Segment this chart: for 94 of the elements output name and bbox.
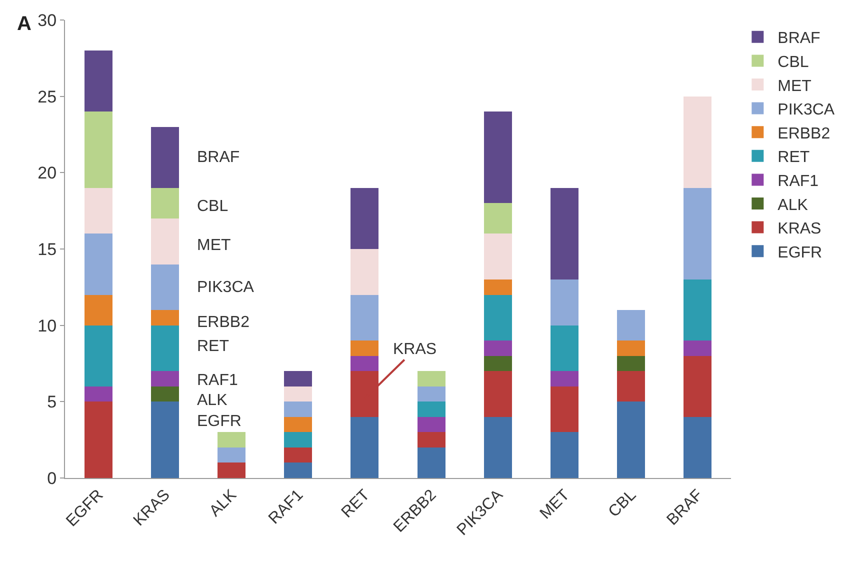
bar xyxy=(350,416,379,478)
bar xyxy=(150,264,179,310)
annotation: KRAS xyxy=(393,341,437,358)
bar xyxy=(84,325,112,386)
bar xyxy=(284,447,312,463)
y-tick-label: 5 xyxy=(47,392,57,412)
bar xyxy=(617,402,646,478)
bar xyxy=(617,356,646,372)
bar xyxy=(684,280,712,341)
y-tick-label: 10 xyxy=(38,316,57,336)
bar xyxy=(150,310,179,326)
bar xyxy=(84,402,112,478)
bar xyxy=(484,112,512,204)
annotation: CBL xyxy=(197,198,228,215)
legend-label: ERBB2 xyxy=(778,125,830,142)
bar xyxy=(484,371,512,417)
bar xyxy=(484,356,512,372)
bar xyxy=(218,447,246,463)
bar xyxy=(550,325,578,372)
bar xyxy=(84,50,112,112)
bar xyxy=(484,416,512,478)
bar xyxy=(284,386,312,402)
bar xyxy=(218,462,246,478)
bar xyxy=(684,96,712,188)
annotation: RAF1 xyxy=(197,372,238,389)
annotation: MET xyxy=(197,237,231,254)
bar xyxy=(150,386,179,402)
y-tick-label: 30 xyxy=(38,10,57,30)
bar xyxy=(684,188,712,280)
y-tick-label: 0 xyxy=(47,468,57,488)
bar xyxy=(484,294,512,341)
bar xyxy=(350,340,379,356)
y-tick-label: 15 xyxy=(38,240,57,259)
bar xyxy=(350,294,379,341)
bar xyxy=(150,218,179,264)
bar xyxy=(484,340,512,356)
bar xyxy=(550,432,578,478)
bar xyxy=(84,112,112,188)
bar xyxy=(550,371,578,386)
legend-label: ALK xyxy=(778,196,808,214)
bar xyxy=(417,371,446,386)
bar xyxy=(417,416,446,432)
bar xyxy=(150,126,179,188)
bar xyxy=(284,371,312,386)
annotation: RET xyxy=(197,338,230,355)
bar xyxy=(350,356,379,372)
legend-label: KRAS xyxy=(778,220,822,238)
bar xyxy=(284,432,312,448)
bar xyxy=(550,386,578,432)
bar xyxy=(417,447,446,478)
bar xyxy=(284,462,312,478)
bar xyxy=(617,340,646,356)
legend-label: RET xyxy=(778,149,810,166)
bar xyxy=(150,188,179,218)
annotation: PIK3CA xyxy=(197,279,254,296)
x-tick-label: CBL xyxy=(606,486,640,521)
bar xyxy=(350,188,379,249)
bar xyxy=(417,386,446,402)
bar xyxy=(218,432,246,448)
bar xyxy=(350,249,379,295)
bar xyxy=(284,402,312,417)
y-tick-label: 20 xyxy=(38,164,57,183)
annotation: EGFR xyxy=(197,413,242,430)
bar xyxy=(684,340,712,356)
text: A xyxy=(17,13,32,35)
bar xyxy=(484,234,512,280)
bar xyxy=(417,402,446,417)
legend-label: EGFR xyxy=(778,244,822,262)
bar xyxy=(550,280,578,326)
bar xyxy=(484,280,512,295)
bar xyxy=(84,386,112,402)
legend-label: PIK3CA xyxy=(778,102,835,119)
bar xyxy=(84,294,112,326)
bar xyxy=(150,371,179,386)
bar xyxy=(284,416,312,432)
annotation: ALK xyxy=(197,392,228,409)
legend-label: MET xyxy=(778,78,812,95)
bar xyxy=(550,188,578,280)
bar xyxy=(684,416,712,478)
bar xyxy=(617,371,646,402)
bar xyxy=(484,203,512,234)
annotation: ERBB2 xyxy=(197,314,250,331)
y-tick-label: 25 xyxy=(38,87,57,106)
annotation: BRAF xyxy=(197,149,240,166)
bar xyxy=(417,432,446,448)
legend-label: CBL xyxy=(778,54,809,71)
bar xyxy=(150,325,179,372)
bar xyxy=(617,310,646,341)
bar xyxy=(684,356,712,417)
bar xyxy=(84,188,112,234)
legend-label: RAF1 xyxy=(778,172,819,190)
bar xyxy=(150,402,179,478)
bar xyxy=(84,234,112,295)
legend-label: BRAF xyxy=(778,30,821,48)
